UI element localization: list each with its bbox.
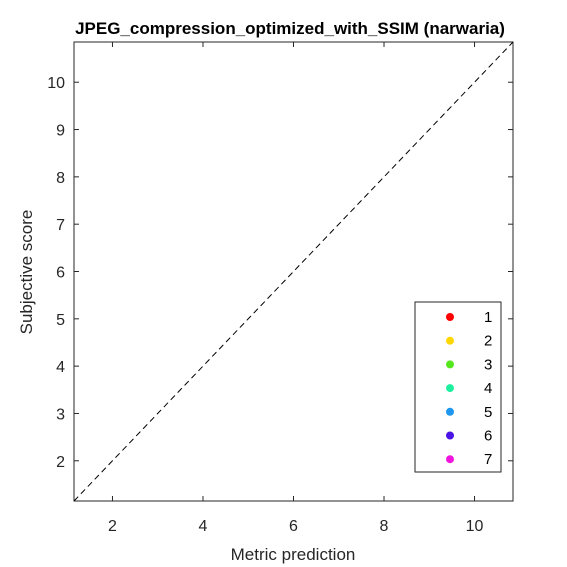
x-tick-label: 4 (199, 518, 208, 535)
y-tick-label: 8 (56, 170, 65, 187)
y-axis-label: Subjective score (17, 210, 36, 335)
legend-label: 7 (484, 451, 492, 468)
legend-marker (446, 407, 454, 416)
y-tick-label: 2 (56, 454, 65, 471)
y-tick-label: 5 (56, 312, 65, 329)
legend-label: 1 (484, 309, 492, 326)
y-tick-label: 10 (47, 75, 65, 92)
axis-ticks: 2 4 6 8 10 2 3 4 5 6 7 8 9 10 (47, 42, 513, 535)
legend-box (414, 301, 502, 473)
y-tick-label: 9 (56, 123, 65, 140)
legend-marker (446, 336, 454, 345)
y-tick-label: 4 (56, 359, 65, 376)
reference-line (73, 41, 514, 502)
legend-label: 6 (484, 428, 492, 445)
legend-label: 2 (484, 333, 492, 350)
x-tick-label: 8 (380, 518, 389, 535)
chart-title: JPEG_compression_optimized_with_SSIM (na… (75, 19, 505, 38)
y-tick-label: 7 (56, 217, 65, 234)
legend-label: 5 (484, 404, 492, 421)
x-tick-label: 6 (289, 518, 298, 535)
y-tick-label: 6 (56, 265, 65, 282)
legend-marker (446, 431, 454, 440)
legend: 1 2 3 4 5 6 7 (414, 301, 502, 473)
legend-label: 4 (484, 380, 492, 397)
y-tick-label: 3 (56, 406, 65, 423)
legend-marker (446, 455, 454, 464)
legend-marker (446, 360, 454, 369)
legend-label: 3 (484, 356, 492, 373)
x-axis-label: Metric prediction (231, 545, 356, 564)
legend-marker (446, 384, 454, 393)
x-tick-label: 2 (108, 518, 117, 535)
legend-marker (446, 313, 454, 321)
x-tick-label: 10 (466, 518, 484, 535)
